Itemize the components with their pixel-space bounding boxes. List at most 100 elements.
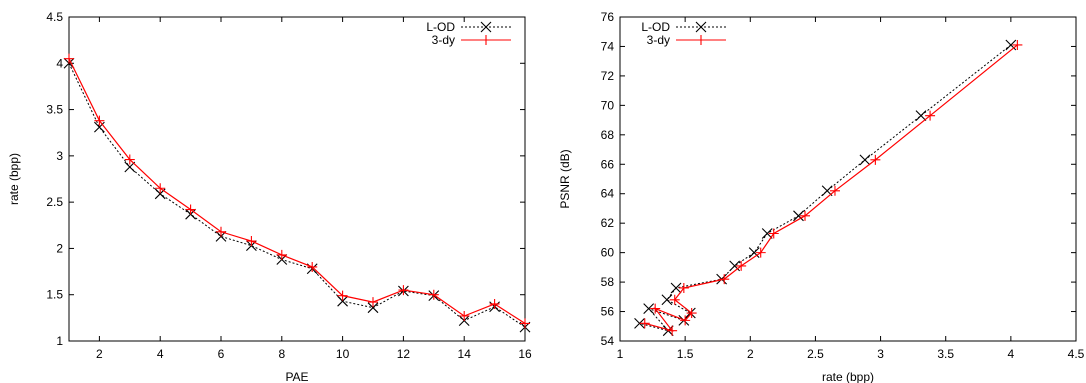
data-point-3-dy [719, 274, 730, 285]
data-point-L-OD [643, 303, 655, 314]
data-point-3-dy [667, 325, 678, 336]
x-tick-label: 12 [397, 347, 411, 361]
y-axis-label: PSNR (dB) [558, 149, 572, 208]
legend: L-OD3-dy [426, 20, 511, 47]
chart-1: 2 4 6 8 10 12 14 16 1 1.5 2 2.5 3 3.5 4 4.5 PAE rate (bpp… [7, 10, 532, 383]
y-tick-label: 68 [601, 128, 615, 142]
data-point-3-dy [307, 261, 318, 272]
y-tick-label: 4 [56, 56, 63, 70]
data-point-3-dy [680, 315, 691, 326]
data-point-L-OD [94, 121, 105, 133]
data-point-3-dy [246, 236, 257, 247]
data-point-L-OD [761, 228, 773, 239]
series-3-dy [639, 39, 1023, 336]
y-tick-label: 3 [56, 149, 63, 163]
x-tick-label: 3.5 [937, 347, 954, 361]
legend-label: L-OD [641, 20, 670, 34]
y-tick-label: 76 [601, 10, 615, 24]
data-point-L-OD [729, 260, 741, 272]
x-tick-label: 2 [747, 347, 754, 361]
data-point-3-dy [459, 311, 470, 322]
plot-frame [68, 16, 526, 342]
data-point-L-OD [859, 154, 871, 166]
x-axis-label: PAE [285, 370, 308, 383]
data-point-3-dy [216, 226, 226, 237]
legend-label: L-OD [426, 20, 455, 34]
x-tick-label: 2 [96, 347, 103, 361]
legend-marker [696, 35, 706, 45]
legend-label: 3-dy [432, 33, 455, 47]
data-point-3-dy [124, 154, 135, 165]
y-tick-label: 70 [601, 98, 615, 112]
series-line-3-dy [644, 44, 1018, 332]
legend: L-OD3-dy [641, 20, 726, 47]
y-tick-label: 2.5 [46, 195, 63, 209]
legend-label: 3-dy [647, 33, 670, 47]
x-tick-label: 2.5 [807, 347, 824, 361]
data-point-3-dy [489, 298, 500, 309]
data-point-3-dy [155, 183, 166, 194]
data-point-3-dy [669, 294, 680, 305]
legend-marker [480, 21, 492, 33]
data-point-3-dy [639, 318, 650, 329]
x-tick-label: 1 [617, 347, 624, 361]
y-axis-label: rate (bpp) [7, 153, 21, 205]
data-point-3-dy [64, 53, 74, 64]
data-point-L-OD [661, 294, 673, 306]
y-tick-label: 56 [601, 305, 615, 319]
y-tick-label: 60 [601, 246, 615, 260]
x-tick-label: 4 [157, 347, 164, 361]
data-point-3-dy [276, 249, 287, 260]
data-point-3-dy [520, 318, 530, 329]
y-tick-label: 62 [601, 216, 615, 230]
y-tick-label: 1 [56, 334, 63, 348]
data-point-L-OD [337, 295, 348, 307]
x-tick-label: 14 [458, 347, 472, 361]
data-point-3-dy [94, 115, 105, 126]
data-point-3-dy [829, 185, 840, 196]
y-tick-label: 58 [601, 275, 615, 289]
data-point-L-OD [793, 210, 804, 222]
x-tick-label: 4 [1008, 347, 1015, 361]
chart-2: 1 1.5 2 2.5 3 3.5 4 4.5 54 56 58 60 62 64 66 68 70 72 74 76… [558, 10, 1085, 383]
data-point-3-dy [686, 308, 697, 319]
data-point-L-OD [748, 247, 760, 259]
data-point-3-dy [736, 260, 747, 271]
y-tick-label: 3.5 [46, 103, 63, 117]
series-line-3-dy [68, 58, 526, 324]
x-tick-label: 1.5 [677, 347, 694, 361]
legend-marker [481, 35, 491, 45]
data-point-3-dy [398, 285, 409, 296]
data-point-3-dy [368, 297, 378, 308]
y-tick-label: 66 [601, 157, 615, 171]
data-point-3-dy [678, 282, 689, 293]
y-tick-label: 54 [601, 334, 615, 348]
y-tick-label: 2 [56, 241, 63, 255]
series-3-dy [64, 53, 530, 329]
x-tick-label: 6 [218, 347, 225, 361]
data-point-3-dy [768, 228, 779, 239]
series-L-OD [634, 39, 1017, 337]
x-tick-label: 4.5 [1068, 347, 1085, 361]
x-tick-label: 10 [336, 347, 350, 361]
series-L-OD [63, 57, 531, 333]
y-tick-label: 72 [601, 69, 615, 83]
data-point-L-OD [367, 302, 379, 314]
series-line-L-OD [639, 44, 1012, 332]
y-tick-label: 4.5 [46, 10, 63, 24]
data-point-3-dy [870, 154, 881, 165]
data-point-L-OD [915, 110, 927, 122]
data-point-3-dy [925, 110, 936, 121]
series-line-L-OD [68, 63, 526, 328]
data-point-3-dy [185, 204, 196, 215]
legend-marker [695, 21, 707, 33]
data-point-L-OD [634, 317, 645, 329]
y-tick-label: 1.5 [46, 288, 63, 302]
data-point-3-dy [755, 247, 766, 258]
y-tick-label: 74 [601, 39, 615, 53]
data-point-3-dy [800, 210, 811, 221]
data-point-3-dy [337, 290, 348, 301]
x-tick-label: 16 [518, 347, 532, 361]
y-tick-label: 64 [601, 187, 615, 201]
